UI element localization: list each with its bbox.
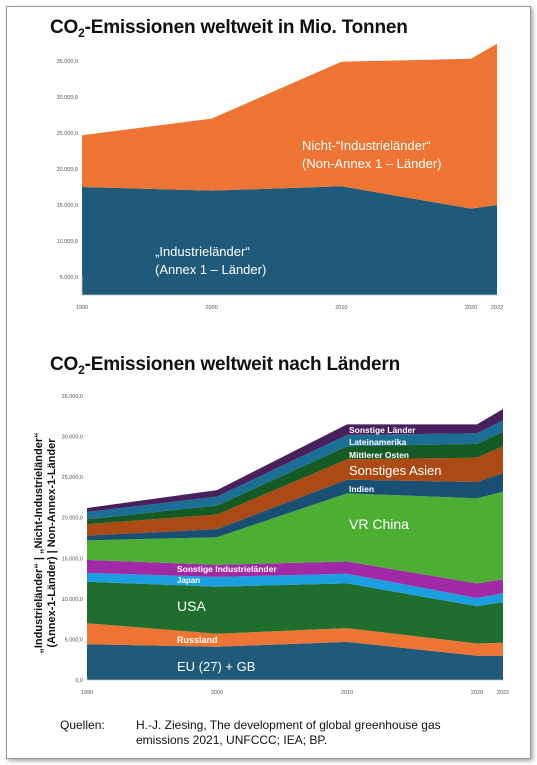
area-series-1 [82,43,497,209]
chart-title-by-country: CO2-Emissionen weltweit nach Ländern [50,354,401,377]
y-tick-label: 25.000,0 [57,131,78,137]
series-label-5: VR China [349,516,409,532]
sources-label: Quellen: [60,718,105,732]
area-series-0 [82,186,497,295]
area-series-5 [87,491,503,584]
area-series-3 [87,572,503,607]
chart-title-total: CO2-Emissionen weltweit in Mio. Tonnen [50,17,408,40]
series-label-2: USA [177,598,206,614]
area-series-1 [87,623,503,656]
y-tick-label: 25.000,0 [62,475,83,481]
annex-side-label: „Industrieländer“ | „Nicht-Industrieländ… [33,432,58,654]
area-series-8 [87,431,503,525]
y-tick-label: 20.000,0 [57,167,78,173]
area-series-9 [87,420,503,520]
series-label-0: EU (27) + GB [177,659,255,674]
y-tick-label: 30.000,0 [62,435,83,441]
series-label-1-line2: (Non-Annex 1 – Länder) [302,156,441,171]
x-tick-label: 2022 [491,305,503,311]
x-tick-label: 1990 [81,690,93,696]
x-tick-label: 2020 [471,690,483,696]
series-label-4: Sonstige Industrieländer [177,564,277,574]
sources-text: H.-J. Ziesing, The development of global… [136,718,441,747]
y-tick-label: 20.000,0 [62,516,83,522]
y-tick-label: 10.000,0 [57,239,78,245]
area-series-2 [87,581,503,644]
y-tick-label: 35.000,0 [57,59,78,65]
series-label-1: Nicht-“Industrieländer“ [302,138,431,153]
series-label-6: Indien [349,484,374,494]
series-label-1: Russland [177,635,218,645]
y-tick-label: 15.000,0 [62,556,83,562]
series-label-9: Lateinamerika [349,437,406,447]
y-tick-label: 15.000,0 [57,203,78,209]
x-tick-label: 2000 [206,305,218,311]
x-tick-label: 1990 [76,305,88,311]
y-tick-label: 0,0 [75,678,83,684]
y-tick-label: 5.000,0 [60,275,78,281]
x-tick-label: 2010 [341,690,353,696]
series-label-0-line2: (Annex 1 – Länder) [155,262,266,277]
x-tick-label: 2000 [211,690,223,696]
area-series-0 [87,641,503,680]
series-label-0: „Industrieländer“ [155,244,250,259]
total-emissions-chart: 5.000,0 10.000,0 15.000,0 20.000,0 25.000,0 3… [57,43,503,311]
y-tick-label: 10.000,0 [62,597,83,603]
series-label-8: Mittlerer Osten [349,450,409,460]
series-label-7: Sonstiges Asien [349,463,442,478]
y-tick-label: 30.000,0 [57,95,78,101]
y-tick-label: 35.000,0 [62,394,83,400]
series-label-10: Sonstige Länder [349,425,416,435]
x-tick-label: 2020 [465,305,477,311]
area-series-6 [87,473,503,541]
x-tick-label: 2022 [497,690,509,696]
x-tick-label: 2010 [335,305,347,311]
series-label-3: Japan [177,576,200,585]
y-tick-label: 5.000,0 [65,637,83,643]
area-series-7 [87,446,503,536]
area-series-4 [87,559,503,598]
